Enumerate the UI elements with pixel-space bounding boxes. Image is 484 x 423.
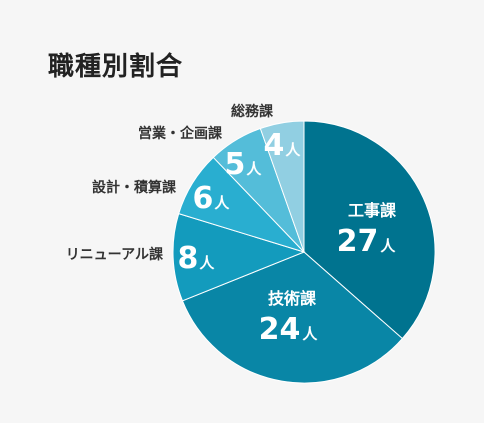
slice-value-1: 27 人 [337, 224, 397, 259]
pie-slice-3 [172, 213, 306, 302]
chart-title: 職種別割合 [48, 52, 184, 82]
slice-label-5: 営業・企画課 [138, 125, 223, 142]
slice-value-4: 6人 [193, 181, 231, 216]
slice-value-6: 4人 [264, 128, 302, 163]
slice-value-5: 5人 [225, 147, 263, 182]
slice-value-3: 8人 [178, 241, 216, 276]
slice-value-2: 24 人 [259, 312, 319, 347]
slice-label-3: リニューアル課 [66, 246, 164, 263]
pie-slice-2 [181, 251, 404, 384]
slice-label-2: 技術課 [268, 289, 317, 308]
slice-label-6: 総務課 [231, 103, 274, 120]
pie-slice-1 [303, 120, 436, 340]
pie-slice-6 [259, 120, 305, 253]
slice-label-4: 設計・積算課 [92, 179, 177, 196]
slice-label-1: 工事課 [348, 201, 397, 220]
